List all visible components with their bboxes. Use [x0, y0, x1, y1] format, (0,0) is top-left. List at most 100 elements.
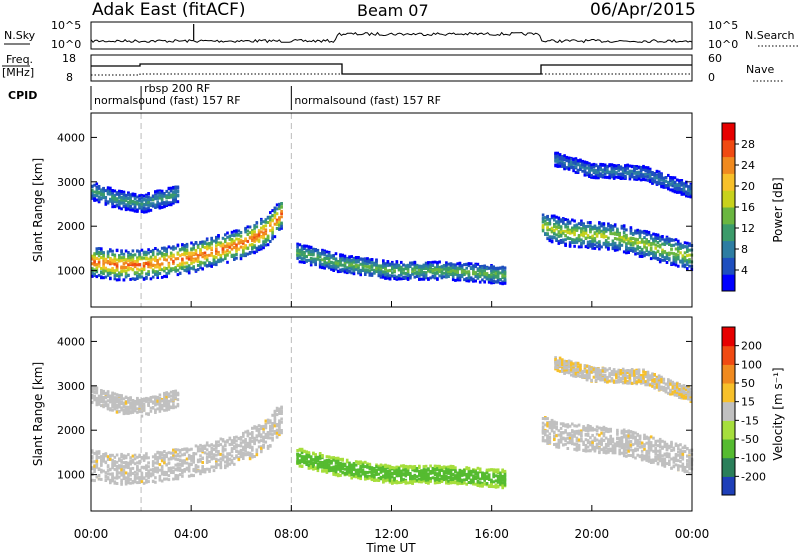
echo-cell — [210, 248, 213, 252]
echo-cell — [582, 224, 585, 227]
echo-cell — [127, 266, 130, 270]
echo-cell — [210, 246, 213, 250]
echo-cell — [242, 250, 245, 254]
echo-cell — [102, 272, 105, 275]
echo-cell — [679, 246, 682, 250]
echo-cell — [172, 194, 175, 198]
echo-cell — [600, 222, 603, 226]
echo-cell — [151, 468, 155, 471]
echo-cell — [622, 250, 626, 254]
echo-cell — [651, 179, 654, 183]
echo-cell — [260, 218, 263, 222]
echo-cell — [138, 194, 141, 198]
echo-cell — [124, 471, 128, 475]
echo-cell — [622, 227, 626, 231]
echo-cell — [233, 447, 236, 450]
echo-cell — [568, 237, 572, 241]
echo-cell — [127, 254, 130, 258]
echo-cell — [386, 269, 390, 273]
echo-cell — [576, 160, 580, 164]
echo-cell — [562, 240, 565, 244]
echo-cell — [357, 269, 360, 273]
echo-cell — [637, 177, 641, 181]
echo-cell — [210, 264, 213, 268]
echo-cell — [136, 263, 139, 267]
echo-cell — [273, 414, 277, 418]
echo-cell — [332, 261, 335, 265]
echo-cell — [230, 230, 234, 234]
echo-cell — [147, 265, 150, 269]
echo-cell — [95, 462, 99, 466]
echo-cell — [145, 208, 148, 212]
echo-cell — [172, 192, 175, 196]
echo-cell — [95, 475, 99, 479]
echo-cell — [608, 170, 611, 174]
echo-cell — [345, 269, 349, 273]
echo-cell — [183, 265, 186, 269]
echo-cell — [674, 260, 678, 264]
echo-cell — [424, 271, 428, 275]
echo-cell — [158, 250, 162, 254]
echo-cell — [138, 250, 141, 254]
echo-cell — [345, 271, 349, 275]
echo-cell — [451, 278, 455, 282]
echo-cell — [142, 268, 146, 271]
echo-cell — [673, 181, 677, 185]
echo-cell — [336, 265, 340, 269]
echo-cell — [638, 246, 642, 250]
echo-cell — [210, 252, 213, 255]
echo-cell — [431, 275, 435, 279]
echo-cell — [156, 252, 159, 256]
echo-cell — [681, 254, 685, 258]
echo-cell — [456, 278, 459, 282]
echo-cell — [656, 241, 660, 244]
echo-cell — [273, 410, 277, 414]
echo-cell — [255, 428, 259, 432]
echo-cell — [104, 404, 108, 408]
echo-cell — [237, 436, 241, 440]
echo-cell — [422, 265, 426, 269]
echo-cell — [131, 208, 135, 212]
echo-cell — [655, 170, 659, 174]
echo-cell — [224, 444, 227, 448]
echo-cell — [154, 203, 157, 207]
echo-cell — [674, 242, 678, 246]
echo-cell — [278, 431, 281, 435]
echo-cell — [592, 175, 596, 179]
echo-cell — [273, 421, 277, 425]
echo-cell — [95, 194, 99, 198]
echo-cell — [142, 397, 146, 401]
echo-cell — [151, 395, 155, 399]
echo-cell — [120, 256, 123, 260]
echo-cell — [599, 174, 602, 178]
echo-cell — [679, 260, 682, 264]
echo-cell — [147, 203, 150, 207]
echo-cell — [643, 240, 646, 244]
echo-cell — [610, 169, 614, 173]
echo-cell — [384, 262, 387, 266]
echo-cell — [395, 264, 399, 268]
echo-cell — [485, 275, 489, 278]
echo-cell — [603, 167, 607, 171]
echo-cell — [140, 267, 144, 271]
echo-cell — [172, 456, 175, 460]
echo-cell — [147, 472, 150, 476]
echo-cell — [564, 223, 567, 227]
echo-cell — [334, 265, 338, 269]
echo-cell — [658, 239, 662, 243]
echo-cell — [640, 249, 644, 253]
echo-cell — [145, 456, 148, 460]
echo-cell — [679, 242, 682, 246]
echo-cell — [386, 274, 390, 278]
echo-cell — [176, 268, 180, 272]
echo-cell — [687, 188, 690, 192]
echo-cell — [156, 248, 159, 252]
echo-cell — [142, 256, 146, 260]
echo-cell — [192, 243, 195, 247]
echo-cell — [95, 465, 99, 469]
echo-cell — [160, 202, 164, 206]
echo-cell — [118, 278, 121, 282]
echo-cell — [382, 264, 385, 268]
echo-cell — [633, 177, 636, 181]
echo-cell — [97, 258, 101, 262]
